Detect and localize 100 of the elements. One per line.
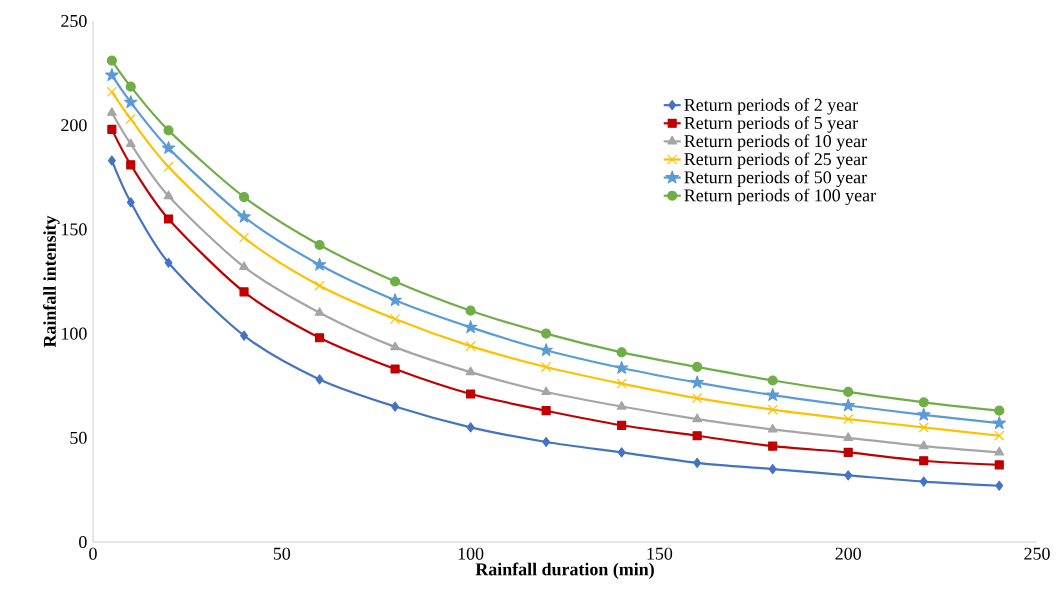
- point: [768, 463, 777, 475]
- point: [841, 398, 855, 412]
- point: [767, 375, 778, 386]
- y-tick-label: 150: [62, 223, 87, 236]
- x-tick-label: 150: [647, 547, 673, 560]
- point: [163, 161, 174, 173]
- y-axis-title: Rainfall intensity: [43, 215, 60, 348]
- point: [106, 107, 117, 116]
- point: [163, 214, 174, 224]
- point: [314, 239, 325, 251]
- point: [238, 232, 250, 243]
- point: [541, 328, 552, 339]
- point: [918, 397, 929, 408]
- x-tick-label: 50: [273, 547, 291, 560]
- legend-label: Return periods of 2 year: [684, 98, 858, 115]
- point: [391, 401, 400, 412]
- point: [994, 430, 1005, 441]
- y-tick-label: 50: [70, 431, 87, 444]
- point: [541, 406, 551, 416]
- point: [692, 431, 702, 441]
- legend-label: Return periods of 50 year: [684, 170, 867, 188]
- point: [239, 261, 249, 270]
- point: [692, 361, 703, 373]
- y-tick-label: 100: [62, 327, 87, 340]
- point: [465, 305, 476, 316]
- point: [240, 330, 249, 341]
- point: [312, 257, 327, 271]
- point: [389, 313, 401, 325]
- legend-label: Return periods of 25 year: [684, 152, 867, 169]
- point: [690, 375, 704, 389]
- point: [994, 405, 1005, 416]
- y-tick-label: 250: [61, 14, 87, 28]
- legend-label: Return periods of 5 year: [684, 116, 858, 133]
- x-tick-label: 0: [89, 547, 97, 560]
- point: [767, 423, 778, 433]
- point: [918, 440, 929, 450]
- point: [390, 364, 400, 374]
- point: [542, 436, 551, 448]
- point: [106, 86, 118, 98]
- point: [107, 124, 117, 134]
- point: [918, 422, 929, 433]
- point: [125, 113, 136, 125]
- point: [463, 320, 478, 334]
- point: [994, 446, 1005, 456]
- point: [314, 333, 325, 343]
- point: [390, 276, 401, 287]
- point: [995, 480, 1004, 491]
- point: [540, 361, 552, 373]
- point: [388, 293, 402, 307]
- point: [916, 407, 931, 421]
- point: [125, 81, 136, 92]
- legend-label: Return periods of 100 year: [684, 188, 876, 206]
- point: [616, 400, 627, 410]
- point: [126, 160, 136, 170]
- point: [163, 190, 174, 200]
- point: [163, 125, 174, 136]
- point: [843, 413, 854, 425]
- point: [126, 197, 135, 208]
- point: [315, 374, 324, 385]
- point: [125, 138, 136, 148]
- point: [616, 347, 627, 358]
- point: [843, 432, 854, 441]
- point: [692, 413, 703, 423]
- point: [616, 378, 627, 389]
- point: [614, 360, 629, 374]
- point: [161, 141, 176, 154]
- legend-label: Return periods of 10 year: [684, 134, 867, 151]
- point: [106, 55, 117, 66]
- point: [238, 192, 250, 203]
- point: [765, 388, 780, 401]
- point: [994, 460, 1004, 470]
- point: [691, 393, 703, 404]
- x-axis-title: Rainfall duration (min): [475, 562, 654, 580]
- point: [465, 366, 476, 376]
- point: [693, 457, 702, 468]
- point: [466, 422, 475, 433]
- point: [390, 341, 400, 351]
- point: [767, 404, 778, 415]
- y-tick-label: 0: [79, 535, 87, 549]
- y-tick-label: 200: [61, 119, 87, 132]
- point: [539, 343, 553, 357]
- point: [466, 389, 476, 399]
- point: [314, 307, 325, 316]
- point: [105, 68, 119, 82]
- point: [164, 257, 173, 268]
- point: [239, 287, 249, 297]
- point: [617, 420, 627, 430]
- point: [124, 95, 138, 109]
- x-tick-label: 100: [458, 547, 484, 560]
- point: [919, 476, 928, 487]
- point: [844, 470, 853, 481]
- x-tick-label: 250: [1024, 547, 1050, 560]
- point: [992, 416, 1007, 430]
- point: [465, 340, 476, 352]
- point: [107, 155, 116, 166]
- point: [541, 386, 552, 396]
- x-tick-label: 200: [835, 547, 861, 560]
- point: [237, 209, 251, 223]
- point: [314, 280, 325, 291]
- point: [919, 456, 929, 466]
